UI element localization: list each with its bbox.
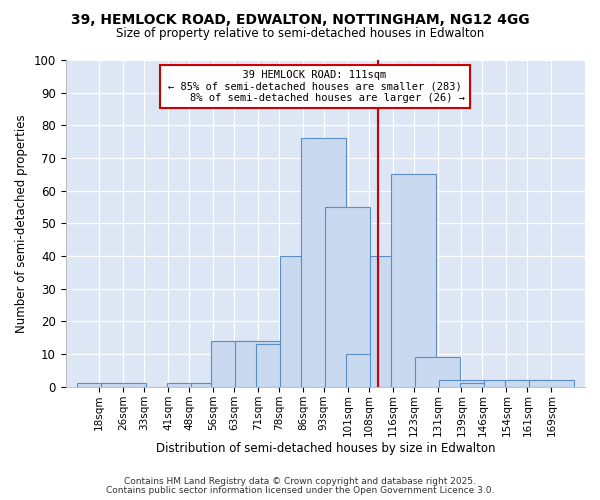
Bar [235,341,280,386]
Bar [256,344,301,387]
Text: Contains public sector information licensed under the Open Government Licence 3.: Contains public sector information licen… [106,486,494,495]
Bar [529,380,574,386]
Text: Size of property relative to semi-detached houses in Edwalton: Size of property relative to semi-detach… [116,28,484,40]
Bar [370,256,415,386]
Text: 39 HEMLOCK ROAD: 111sqm  
← 85% of semi-detached houses are smaller (283)
    8%: 39 HEMLOCK ROAD: 111sqm ← 85% of semi-de… [165,70,465,103]
Text: 39, HEMLOCK ROAD, EDWALTON, NOTTINGHAM, NG12 4GG: 39, HEMLOCK ROAD, EDWALTON, NOTTINGHAM, … [71,12,529,26]
Bar [77,384,122,386]
Bar [101,384,146,386]
Y-axis label: Number of semi-detached properties: Number of semi-detached properties [15,114,28,332]
Bar [211,341,256,386]
Bar [484,380,529,386]
Bar [460,384,505,386]
Bar [391,174,436,386]
Bar [167,384,211,386]
Bar [505,380,550,386]
Bar [325,207,370,386]
Bar [301,138,346,386]
X-axis label: Distribution of semi-detached houses by size in Edwalton: Distribution of semi-detached houses by … [155,442,495,455]
Text: Contains HM Land Registry data © Crown copyright and database right 2025.: Contains HM Land Registry data © Crown c… [124,477,476,486]
Bar [415,358,460,386]
Bar [280,256,325,386]
Bar [439,380,484,386]
Bar [346,354,391,386]
Bar [191,384,235,386]
